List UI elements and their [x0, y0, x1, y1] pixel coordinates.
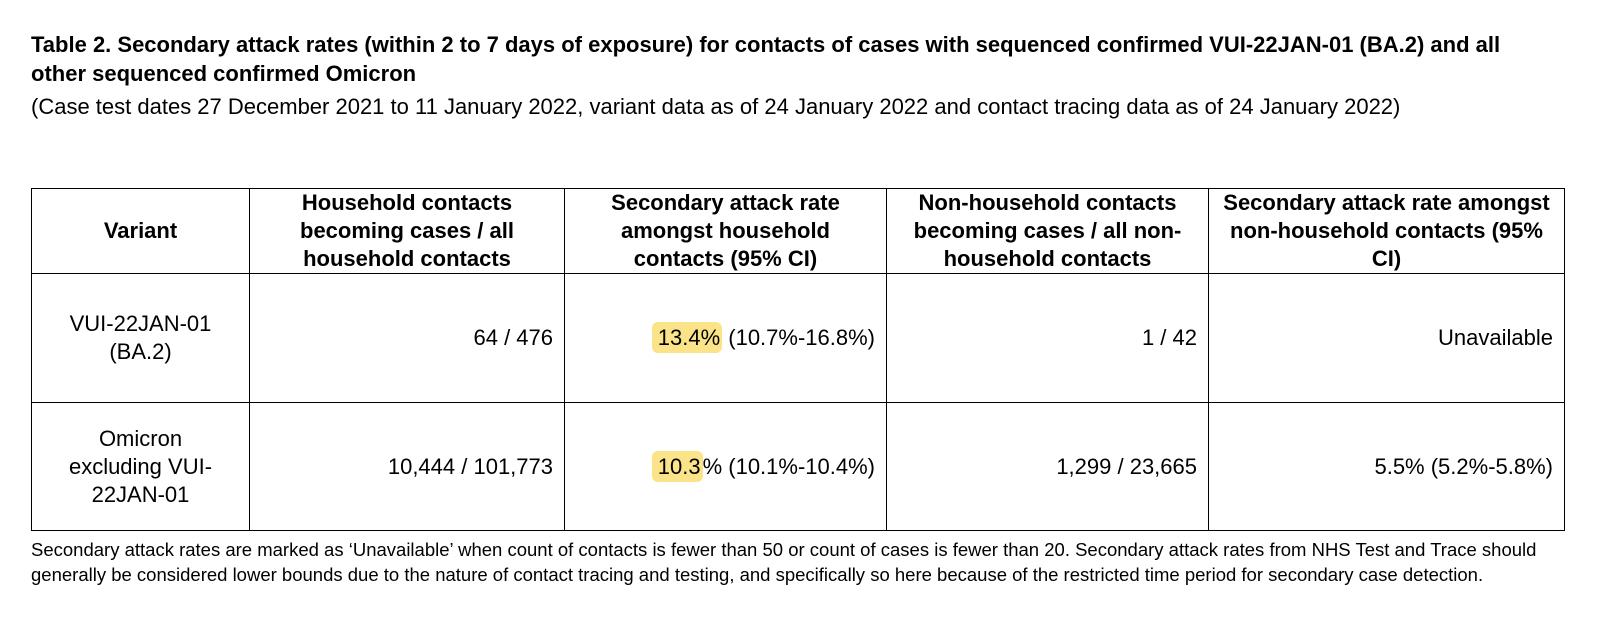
header-household-sar: Secondary attack rate amongst household … — [564, 188, 887, 274]
non-household-count-cell: 1 / 42 — [886, 273, 1209, 403]
table-row: Omicron excluding VUI-22JAN-01 10,444 / … — [31, 402, 1565, 531]
non-household-count-cell: 1,299 / 23,665 — [886, 402, 1209, 531]
header-household-contacts: Household contacts becoming cases / all … — [249, 188, 565, 274]
table-footnote: Secondary attack rates are marked as ‘Un… — [31, 539, 1537, 585]
household-sar-cell: 10.3% (10.1%-10.4%) — [564, 402, 887, 531]
household-sar-cell: 13.4% (10.7%-16.8%) — [564, 273, 887, 403]
header-variant: Variant — [31, 188, 250, 274]
rate-interval: % (10.1%-10.4%) — [702, 453, 875, 479]
highlighted-rate: 13.4% — [651, 322, 723, 353]
table-row: VUI-22JAN-01 (BA.2) 64 / 476 13.4% (10.7… — [31, 273, 1565, 403]
table-title: Table 2. Secondary attack rates (within … — [31, 32, 1501, 86]
household-count-cell: 64 / 476 — [249, 273, 565, 403]
header-non-household-sar: Secondary attack rate amongst non-househ… — [1208, 188, 1565, 274]
rate-interval: (10.7%-16.8%) — [722, 325, 875, 350]
variant-cell: Omicron excluding VUI-22JAN-01 — [31, 402, 250, 531]
secondary-attack-rate-table: Variant Household contacts becoming case… — [31, 188, 1565, 531]
table-header-row: Variant Household contacts becoming case… — [31, 188, 1565, 274]
non-household-sar-cell: 5.5% (5.2%-5.8%) — [1208, 402, 1565, 531]
non-household-sar-cell: Unavailable — [1208, 273, 1565, 403]
table-subtitle: (Case test dates 27 December 2021 to 11 … — [31, 94, 1401, 119]
highlighted-rate: 10.3 — [651, 450, 703, 482]
household-count-cell: 10,444 / 101,773 — [249, 402, 565, 531]
variant-cell: VUI-22JAN-01 (BA.2) — [31, 273, 250, 403]
header-non-household-contacts: Non-household contacts becoming cases / … — [886, 188, 1209, 274]
